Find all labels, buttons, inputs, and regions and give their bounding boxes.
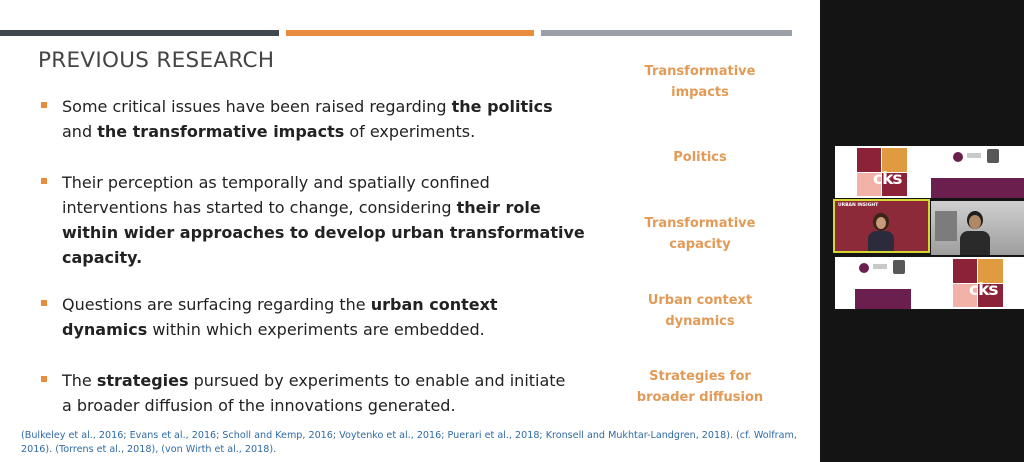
speaker-face-icon [876, 217, 886, 229]
partner-logo-icon [967, 153, 981, 158]
bullet-item: Questions are surfacing regarding the ur… [41, 292, 498, 342]
participant-face-icon [969, 215, 981, 229]
cks-logo-text: cks [873, 169, 902, 189]
bullet-item: Some critical issues have been raised re… [41, 94, 553, 144]
mini-slide-thumbnail [835, 257, 931, 309]
slide-title: PREVIOUS RESEARCH [38, 48, 275, 73]
video-tile-cks-logo-2[interactable]: cks [931, 257, 1024, 309]
video-tile-presentation-card-2[interactable] [835, 257, 931, 309]
bullet-item: The strategies pursued by experiments to… [41, 368, 565, 418]
mini-slide-banner [931, 178, 1024, 198]
partner-logo-icon [873, 264, 887, 269]
speaker-body-icon [868, 231, 894, 251]
bullet-item: Their perception as temporally and spati… [41, 170, 585, 270]
video-tile-participant[interactable] [931, 201, 1024, 255]
window-frame-icon [935, 211, 957, 241]
cks-logo-text: cks [969, 280, 998, 300]
side-label-transformative-impacts: Transformative impacts [644, 64, 756, 100]
bullet-marker-icon [41, 178, 47, 184]
bullet-marker-icon [41, 300, 47, 306]
event-logo-icon [859, 263, 869, 273]
cks-logo-icon: cks [857, 148, 907, 196]
video-tile-active-speaker[interactable]: URBAN INSIGHT [833, 199, 930, 253]
urban-insight-label: URBAN INSIGHT [838, 203, 879, 208]
header-bar-dark [0, 30, 279, 36]
video-tile-presentation-card[interactable] [931, 146, 1024, 198]
cks-logo-icon: cks [953, 259, 1003, 307]
header-bar-gray [541, 30, 792, 36]
citation-line: (Bulkeley et al., 2016; Evans et al., 20… [21, 430, 797, 441]
citation-references: (Bulkeley et al., 2016; Evans et al., 20… [21, 429, 820, 457]
video-tile-cks-logo[interactable]: cks [835, 146, 931, 198]
side-label-transformative-capacity: Transformative capacity [644, 216, 756, 252]
presenter-photo-icon [893, 260, 905, 274]
side-label-strategies: Strategies for broader diffusion [636, 369, 764, 405]
mini-slide-thumbnail [931, 146, 1024, 198]
header-bar-orange [286, 30, 534, 36]
side-label-urban-context-dynamics: Urban context dynamics [647, 293, 753, 329]
bullet-marker-icon [41, 376, 47, 382]
mini-slide-banner [855, 289, 911, 309]
event-logo-icon [953, 152, 963, 162]
presenter-photo-icon [987, 149, 999, 163]
participant-body-icon [960, 231, 990, 255]
citation-line: 2016). (Torrens et al., 2018), (von Wirt… [21, 444, 277, 455]
side-label-politics: Politics [673, 150, 727, 165]
presentation-slide: PREVIOUS RESEARCH Some critical issues h… [0, 0, 820, 462]
bullet-marker-icon [41, 102, 47, 108]
